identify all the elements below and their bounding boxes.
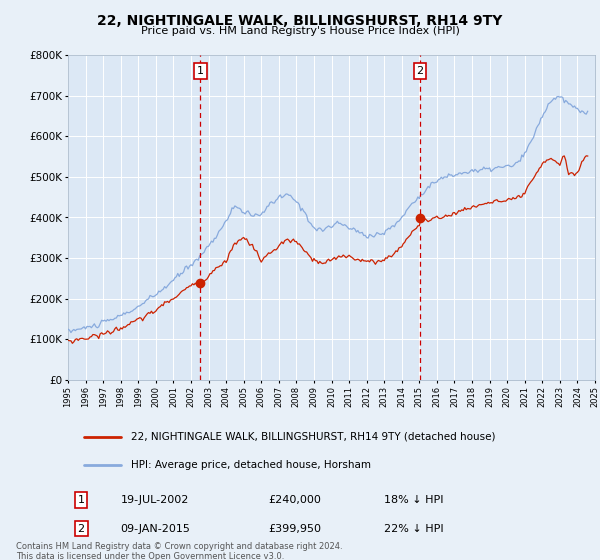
Text: Contains HM Land Registry data © Crown copyright and database right 2024.
This d: Contains HM Land Registry data © Crown c… [16, 542, 343, 560]
Text: 18% ↓ HPI: 18% ↓ HPI [384, 495, 444, 505]
Text: 19-JUL-2002: 19-JUL-2002 [121, 495, 189, 505]
Text: 22% ↓ HPI: 22% ↓ HPI [384, 524, 444, 534]
Text: Price paid vs. HM Land Registry's House Price Index (HPI): Price paid vs. HM Land Registry's House … [140, 26, 460, 36]
Text: 22, NIGHTINGALE WALK, BILLINGSHURST, RH14 9TY: 22, NIGHTINGALE WALK, BILLINGSHURST, RH1… [97, 14, 503, 28]
Text: 1: 1 [197, 66, 204, 76]
Text: 22, NIGHTINGALE WALK, BILLINGSHURST, RH14 9TY (detached house): 22, NIGHTINGALE WALK, BILLINGSHURST, RH1… [131, 432, 496, 442]
Text: 09-JAN-2015: 09-JAN-2015 [121, 524, 191, 534]
Text: 2: 2 [77, 524, 85, 534]
Text: £399,950: £399,950 [268, 524, 321, 534]
Text: 1: 1 [77, 495, 85, 505]
Text: 2: 2 [416, 66, 424, 76]
Text: £240,000: £240,000 [268, 495, 321, 505]
Text: HPI: Average price, detached house, Horsham: HPI: Average price, detached house, Hors… [131, 460, 371, 470]
